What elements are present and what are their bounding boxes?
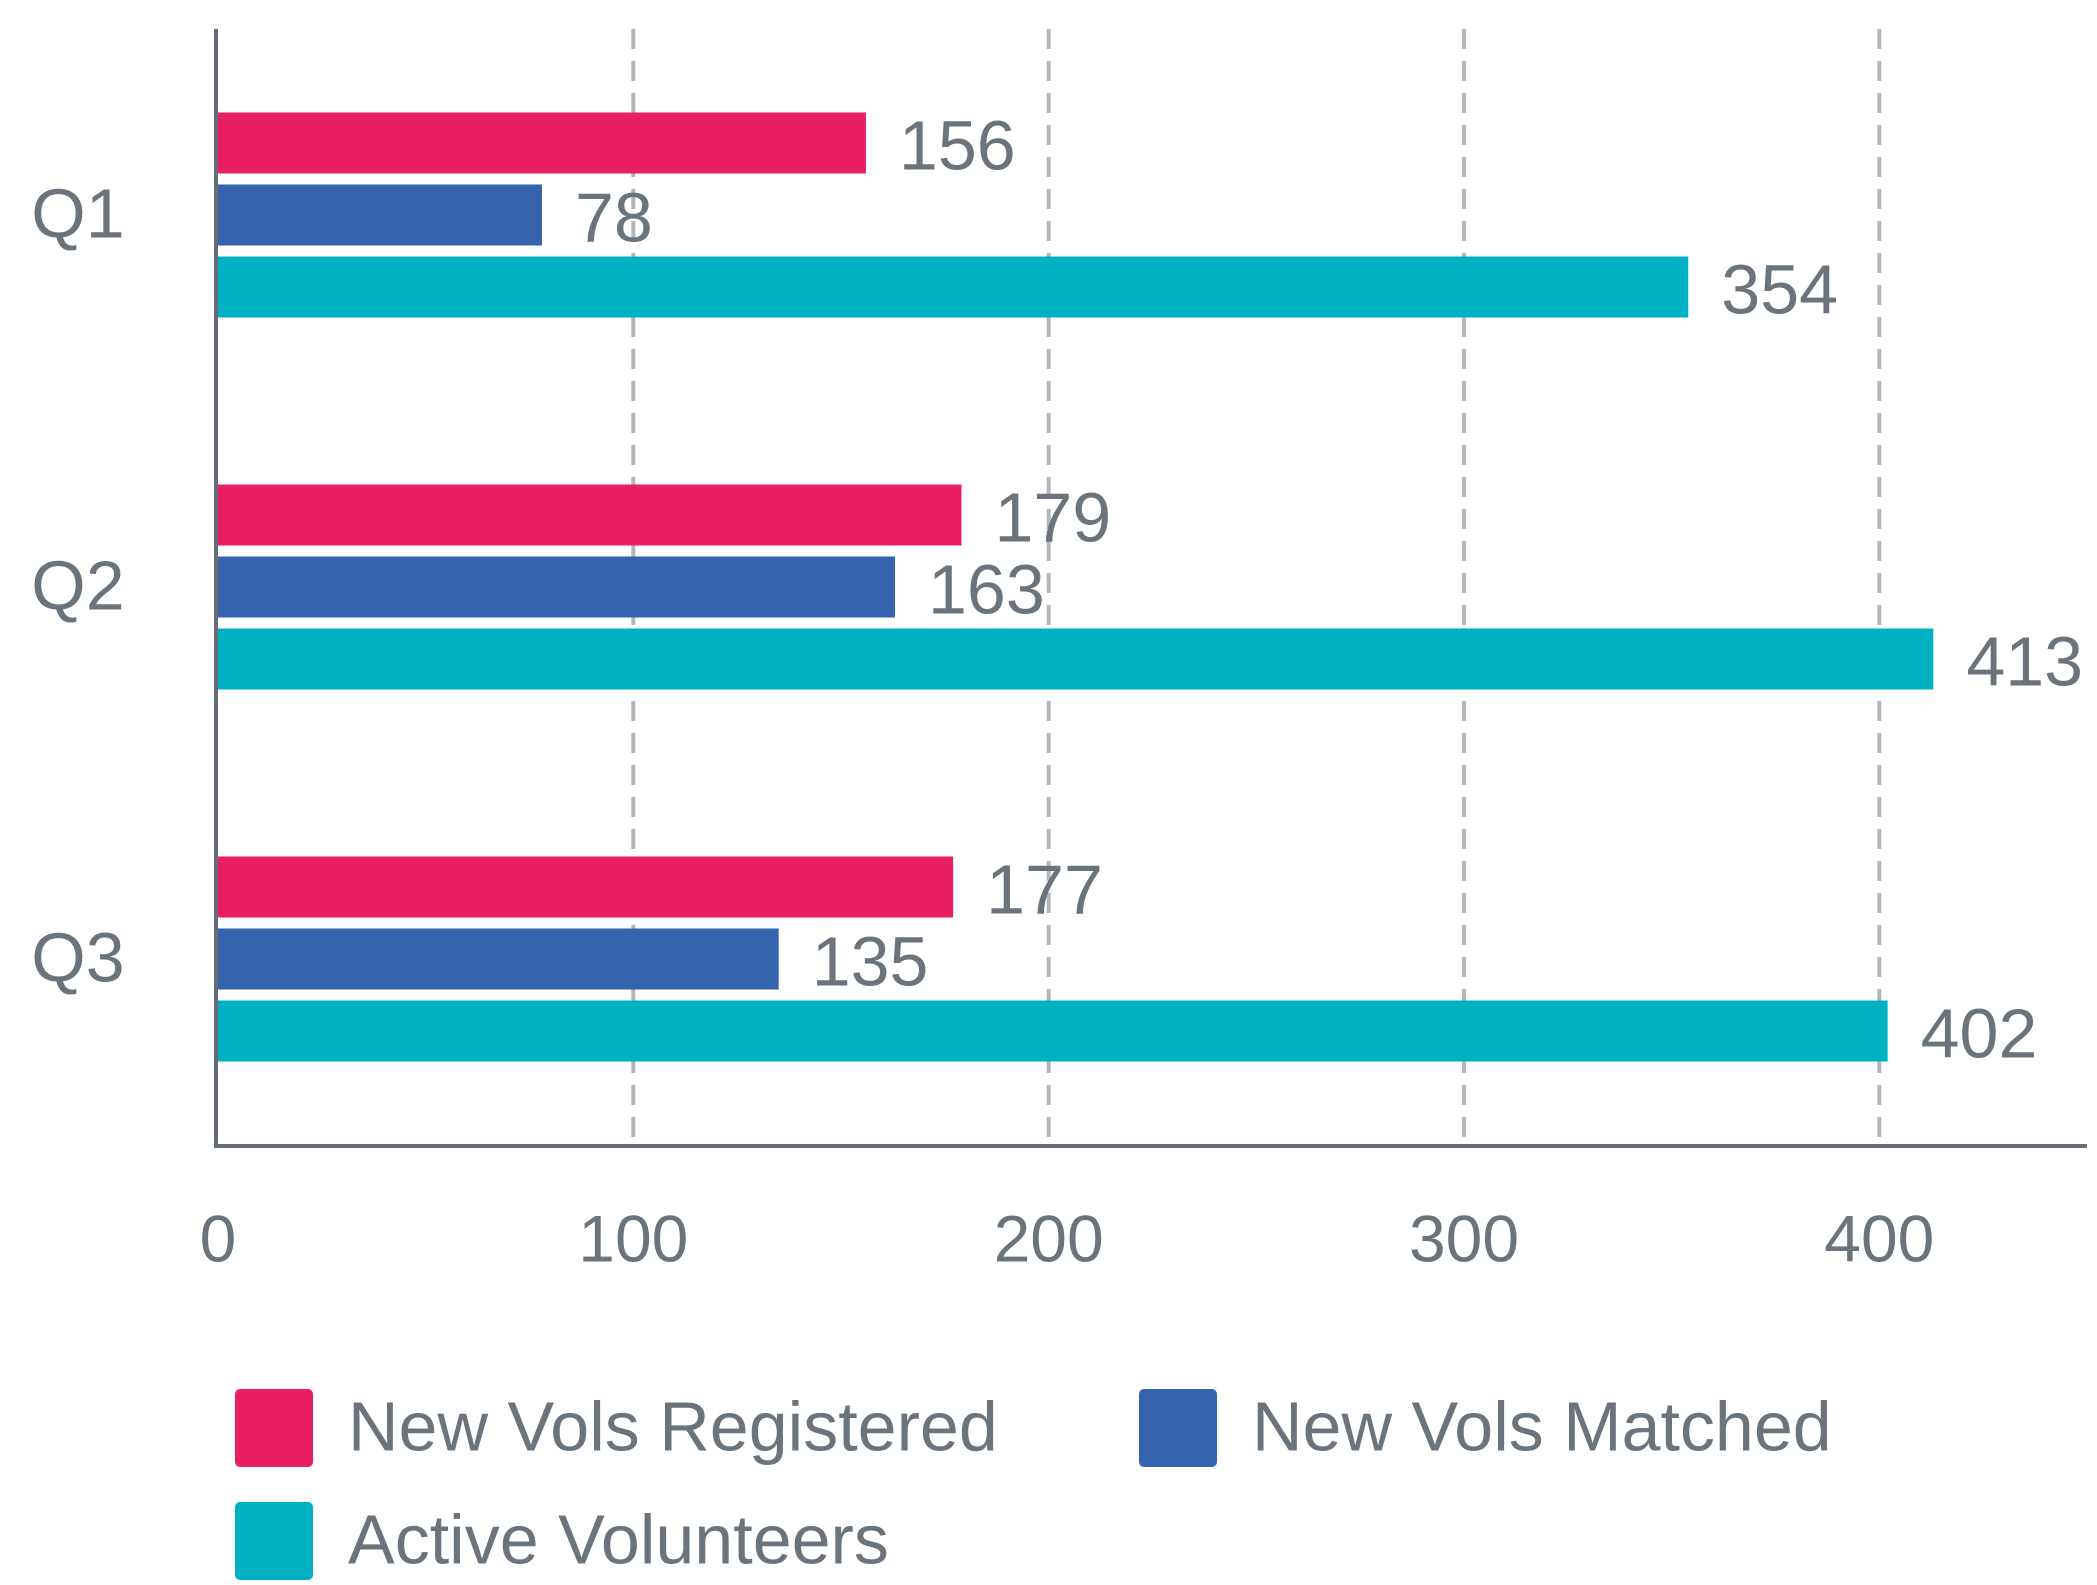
value-label: 135 xyxy=(812,922,929,1000)
legend-swatch xyxy=(235,1389,313,1467)
x-tick-label: 300 xyxy=(1409,1201,1519,1275)
legend-swatch xyxy=(1139,1389,1217,1467)
value-label: 354 xyxy=(1721,250,1838,328)
legend-label: New Vols Matched xyxy=(1252,1387,1832,1465)
bar xyxy=(218,112,866,174)
legend-label: Active Volunteers xyxy=(348,1500,889,1578)
bar xyxy=(218,928,779,990)
x-tick-label: 200 xyxy=(994,1201,1104,1275)
value-label: 179 xyxy=(994,478,1111,556)
legend-label: New Vols Registered xyxy=(348,1387,998,1465)
bar xyxy=(218,556,895,618)
x-tick-label: 400 xyxy=(1824,1201,1934,1275)
value-label: 177 xyxy=(986,850,1103,928)
bar xyxy=(218,484,962,546)
value-label: 413 xyxy=(1966,622,2083,700)
bar xyxy=(218,856,954,918)
value-label: 402 xyxy=(1921,994,2038,1072)
bar xyxy=(218,256,1689,318)
legend-swatch xyxy=(235,1502,313,1580)
bar xyxy=(218,1000,1888,1062)
bar xyxy=(218,184,542,246)
bar xyxy=(218,628,1934,690)
y-tick-label: Q2 xyxy=(31,546,124,624)
value-label: 156 xyxy=(899,106,1016,184)
x-tick-label: 0 xyxy=(200,1201,237,1275)
x-tick-label: 100 xyxy=(578,1201,688,1275)
y-tick-label: Q1 xyxy=(31,174,124,252)
y-tick-label: Q3 xyxy=(31,918,124,996)
value-label: 78 xyxy=(575,178,653,256)
value-label: 163 xyxy=(928,550,1045,628)
